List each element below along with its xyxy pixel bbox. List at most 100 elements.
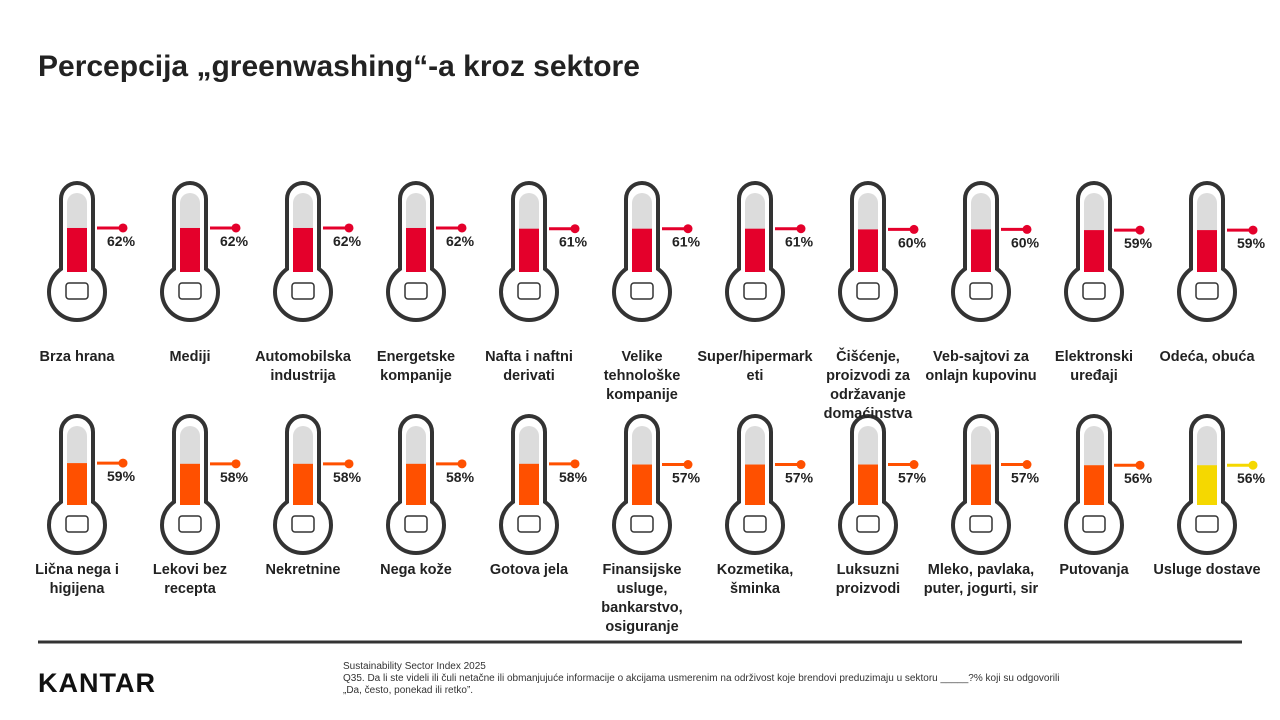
- value-label: 61%: [672, 234, 701, 250]
- category-icon: [969, 515, 993, 533]
- value-label: 59%: [1124, 235, 1153, 251]
- category-icon: [291, 515, 315, 533]
- thermometer-bulb: [838, 262, 898, 322]
- thermometer-fill: [406, 227, 426, 272]
- category-icon: [743, 282, 767, 300]
- category-label: Gotova jela: [489, 562, 569, 578]
- thermometer-fill: [745, 228, 765, 272]
- value-label: 61%: [559, 234, 588, 250]
- category-label: Elektronski uređaji: [1054, 349, 1134, 384]
- thermometer-fill: [406, 463, 426, 505]
- category-icon: [856, 282, 880, 300]
- category-label: Automobilska industrija: [255, 349, 351, 384]
- value-label: 58%: [559, 469, 588, 485]
- category-icon: [630, 282, 654, 300]
- thermometer-bulb: [47, 495, 107, 555]
- category-label: Veb-sajtovi za onlajn kupovinu: [925, 349, 1037, 384]
- value-label: 59%: [1237, 235, 1266, 251]
- thermometer-bulb: [1064, 262, 1124, 322]
- category-icon: [178, 282, 202, 300]
- thermometer-bulb: [612, 262, 672, 322]
- category-icon: [1082, 282, 1106, 300]
- category-label: Čišćenje, proizvodi za održavanje domaći…: [823, 349, 913, 422]
- thermometer-fill: [632, 228, 652, 272]
- value-label: 62%: [107, 233, 136, 249]
- thermometer-fill: [1197, 465, 1217, 505]
- level-dot: [683, 460, 693, 470]
- thermometer-bulb: [725, 262, 785, 322]
- category-icon: [291, 282, 315, 300]
- category-label: Super/hipermarketi: [697, 349, 813, 384]
- value-label: 57%: [672, 470, 701, 486]
- category-label: Brza hrana: [39, 349, 115, 365]
- level-dot: [231, 223, 241, 233]
- level-dot: [909, 460, 919, 470]
- category-icon: [65, 515, 89, 533]
- value-label: 56%: [1237, 470, 1266, 486]
- value-label: 58%: [446, 469, 475, 485]
- thermometer-fill: [180, 227, 200, 272]
- thermometer-fill: [1084, 465, 1104, 505]
- value-label: 56%: [1124, 470, 1153, 486]
- level-dot: [1022, 460, 1032, 470]
- category-label: Mleko, pavlaka, puter, jogurti, sir: [923, 562, 1039, 597]
- category-label: Finansijske usluge, bankarstvo, osiguran…: [601, 562, 683, 635]
- level-dot: [1135, 460, 1145, 470]
- thermometer-fill: [519, 228, 539, 272]
- level-dot: [1248, 460, 1258, 470]
- value-label: 62%: [333, 233, 362, 249]
- thermometer-fill: [519, 463, 539, 505]
- level-dot: [1135, 225, 1145, 235]
- category-icon: [404, 515, 428, 533]
- category-icon: [856, 515, 880, 533]
- thermometer-bulb: [612, 495, 672, 555]
- thermometer-bulb: [273, 495, 333, 555]
- thermometer-bulb: [951, 495, 1011, 555]
- thermometer-bulb: [386, 495, 446, 555]
- category-label: Nafta i naftni derivati: [485, 349, 573, 384]
- category-icon: [404, 282, 428, 300]
- category-label: Kozmetika, šminka: [716, 562, 794, 597]
- category-icon: [65, 282, 89, 300]
- thermometer-bulb: [838, 495, 898, 555]
- thermometer-bulb: [1177, 495, 1237, 555]
- thermometer-fill: [67, 463, 87, 505]
- thermometer-bulb: [386, 262, 446, 322]
- level-dot: [570, 459, 580, 469]
- category-label: Luksuzni proizvodi: [835, 562, 901, 597]
- level-dot: [796, 460, 806, 470]
- thermometer-fill: [1197, 230, 1217, 272]
- thermometer-bulb: [47, 262, 107, 322]
- value-label: 59%: [107, 468, 136, 484]
- thermometer-bulb: [1177, 262, 1237, 322]
- category-label: Velike tehnološke kompanije: [603, 349, 681, 403]
- category-icon: [969, 282, 993, 300]
- category-label: Nega kože: [380, 562, 452, 578]
- level-dot: [909, 224, 919, 234]
- category-icon: [517, 515, 541, 533]
- level-dot: [118, 223, 128, 233]
- category-icon: [178, 515, 202, 533]
- category-icon: [1082, 515, 1106, 533]
- category-label: Nekretnine: [265, 562, 341, 578]
- value-label: 57%: [898, 470, 927, 486]
- category-icon: [630, 515, 654, 533]
- level-dot: [683, 224, 693, 234]
- thermometer-fill: [971, 229, 991, 272]
- category-label: Mediji: [169, 349, 211, 365]
- category-icon: [743, 515, 767, 533]
- value-label: 60%: [898, 234, 927, 250]
- level-dot: [796, 224, 806, 234]
- thermometer-bulb: [1064, 495, 1124, 555]
- category-label: Putovanja: [1059, 562, 1129, 578]
- value-label: 62%: [220, 233, 249, 249]
- value-label: 57%: [785, 470, 814, 486]
- thermometer-fill: [180, 463, 200, 505]
- category-label: Usluge dostave: [1153, 562, 1261, 578]
- thermometer-bulb: [951, 262, 1011, 322]
- level-dot: [457, 223, 467, 233]
- thermometer-bulb: [160, 495, 220, 555]
- category-label: Lična nega i higijena: [35, 562, 119, 597]
